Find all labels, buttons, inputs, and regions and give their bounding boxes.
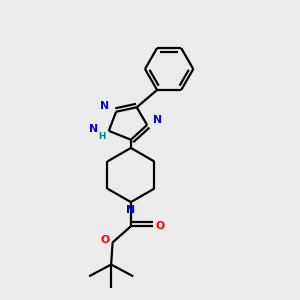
- Text: N: N: [100, 101, 109, 111]
- Text: N: N: [126, 206, 135, 215]
- Text: N: N: [89, 124, 99, 134]
- Text: O: O: [156, 221, 165, 231]
- Text: H: H: [98, 132, 105, 141]
- Text: O: O: [100, 235, 109, 244]
- Text: N: N: [153, 115, 162, 125]
